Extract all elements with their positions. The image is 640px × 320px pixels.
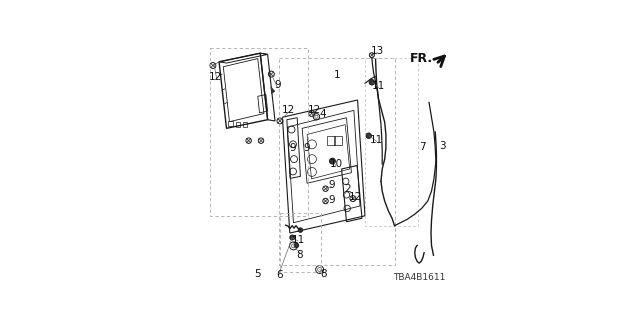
Text: 12: 12 [349, 192, 362, 202]
Text: 9: 9 [328, 195, 335, 205]
Text: 5: 5 [255, 269, 261, 279]
Text: 2: 2 [344, 184, 351, 194]
Text: 12: 12 [307, 105, 321, 115]
Text: 4: 4 [320, 108, 326, 118]
Bar [243, 123, 248, 127]
Circle shape [369, 80, 374, 85]
Text: 10: 10 [330, 159, 342, 169]
Text: 11: 11 [291, 235, 305, 245]
Text: 8: 8 [296, 250, 303, 260]
Text: 12: 12 [282, 105, 295, 115]
Text: 9: 9 [289, 143, 296, 153]
Polygon shape [271, 86, 275, 94]
Bar [236, 122, 240, 127]
Circle shape [290, 235, 295, 240]
Circle shape [294, 243, 299, 248]
Text: 7: 7 [420, 142, 426, 152]
Circle shape [298, 228, 303, 232]
Text: 8: 8 [320, 269, 327, 279]
Text: 1: 1 [334, 70, 340, 80]
Bar [327, 136, 335, 145]
Text: 3: 3 [440, 140, 446, 151]
Text: 11: 11 [372, 81, 385, 91]
Text: 9: 9 [328, 180, 335, 190]
Circle shape [330, 158, 335, 164]
Bar [228, 121, 233, 126]
Text: 9: 9 [303, 143, 310, 153]
Bar [334, 136, 342, 145]
Text: 12: 12 [209, 72, 222, 82]
Text: 13: 13 [371, 46, 384, 56]
Text: 6: 6 [276, 270, 282, 280]
Text: 9: 9 [274, 80, 281, 90]
Circle shape [366, 133, 371, 139]
Text: 11: 11 [370, 135, 383, 145]
Text: TBA4B1611: TBA4B1611 [394, 273, 446, 283]
Text: FR.: FR. [410, 52, 433, 65]
